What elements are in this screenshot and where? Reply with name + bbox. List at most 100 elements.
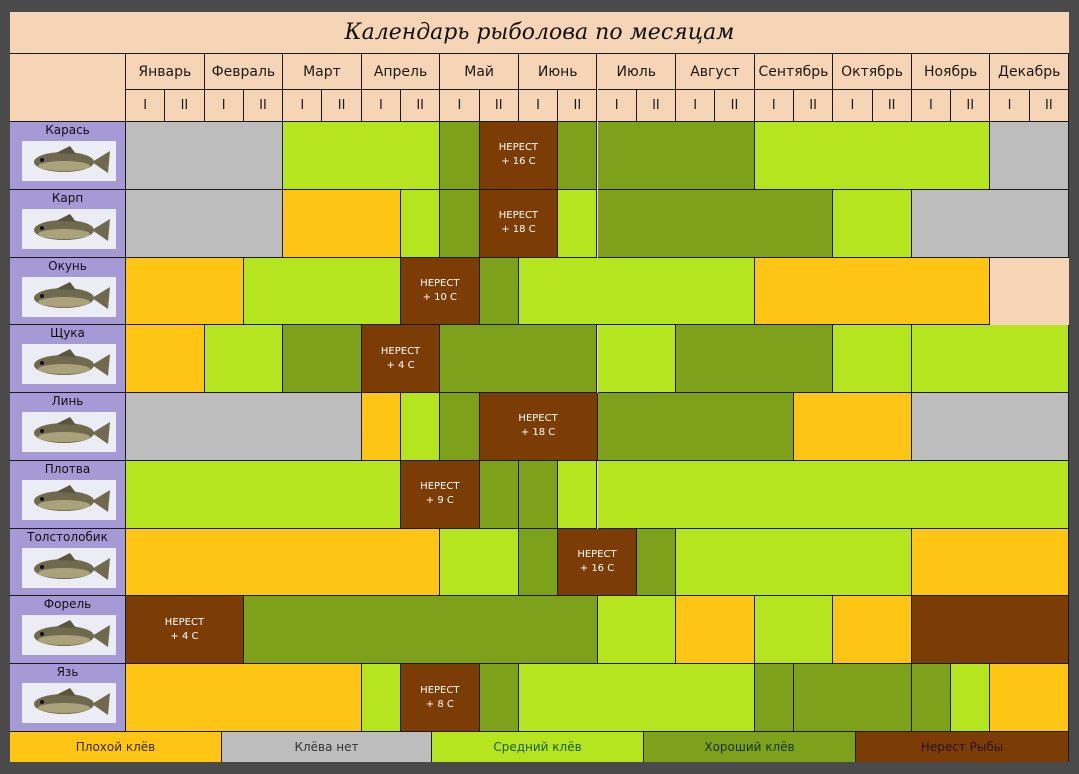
fish-name: Плотва [44,461,91,476]
spawn-temperature: + 18 С [520,427,556,439]
half-header: II [793,90,834,122]
bite-cell-bad [833,596,912,665]
spawn-cell: НЕРЕСТ + 4 С [361,325,441,394]
bite-cell-bad [754,257,991,326]
bite-cell-medium [401,189,441,258]
spawn-cell: НЕРЕСТ + 8 С [401,664,480,732]
spawn-label: НЕРЕСТ [420,277,460,289]
spawn-temperature: + 18 С [501,224,536,236]
bite-cell-good [440,122,480,190]
fish-icon [22,208,116,249]
half-header: I [990,90,1030,122]
bite-cell-bad [676,596,755,665]
month-header: Апрель [361,54,441,90]
spawn-label: НЕРЕСТ [420,684,460,696]
spawn-cell: НЕРЕСТ + 16 С [558,528,637,597]
spawn-label: НЕРЕСТ [498,142,539,154]
bite-cell-good [793,664,912,732]
fish-cell: Форель [10,596,126,665]
bite-cell-bad [126,257,244,326]
spawn-cell: НЕРЕСТ + 4 С [126,596,244,665]
legend-item-good: Хороший клёв [644,732,856,762]
bite-cell-good [518,460,559,529]
half-header: II [558,90,598,122]
bite-cell-bad [126,664,362,732]
bite-cell-medium [911,325,1069,394]
half-header: II [479,90,519,122]
spawn-temperature: + 10 С [422,291,458,303]
fish-name: Язь [56,665,79,680]
half-header: II [401,90,441,122]
bite-cell-medium [518,257,755,326]
bite-cell-good [597,393,794,461]
spawn-label: НЕРЕСТ [164,616,205,628]
half-header: II [715,90,755,122]
corner-cell [10,54,126,122]
spawn-cell [911,596,1069,665]
bite-cell-none [911,393,1069,461]
spawn-temperature: + 9 С [425,495,454,507]
month-header: Март [283,54,362,90]
half-header: II [165,90,205,122]
bite-cell-bad [990,664,1069,732]
half-header: II [951,90,991,122]
half-header: II [1029,90,1069,122]
bite-cell-medium [754,122,991,190]
month-header: Ноябрь [911,54,991,90]
half-header: II [322,90,362,122]
bite-cell-medium [401,393,441,461]
bite-cell-good [636,528,677,597]
bite-cell-medium [597,596,677,665]
half-header: I [676,90,716,122]
month-header: Август [676,54,755,90]
legend-item-bad: Плохой клёв [10,732,222,762]
bite-cell-medium [558,189,598,258]
month-header: Июль [597,54,677,90]
bite-cell-good [243,596,598,665]
fish-icon [22,547,116,588]
half-header: II [872,90,912,122]
bite-cell-none [126,393,362,461]
half-header: I [833,90,873,122]
half-header: I [754,90,794,122]
fish-cell: Плотва [10,460,126,529]
spawn-cell: НЕРЕСТ + 9 С [401,460,480,529]
fish-icon [22,141,116,181]
bite-cell-medium [361,664,402,732]
bite-cell-good [676,325,834,394]
bite-cell-none [126,189,284,258]
bite-cell-none [911,189,1069,258]
half-header: I [597,90,637,122]
bite-cell-medium [597,460,1069,529]
half-header: I [283,90,323,122]
bite-cell-medium [833,325,912,394]
half-header: I [911,90,952,122]
spawn-label: НЕРЕСТ [577,549,617,561]
calendar-table: Календарь рыболова по месяцам Январь Февр… [10,12,1069,762]
fish-name: Толстолобик [27,529,108,544]
fish-cell: Щука [10,325,126,394]
month-header: Май [440,54,519,90]
bite-cell-none [126,122,284,190]
bite-cell-good [440,325,598,394]
bite-cell-medium [558,460,598,529]
bite-cell-good [440,189,480,258]
fish-cell: Карп [10,189,126,258]
fish-cell: Карась [10,122,126,190]
fish-name: Форель [43,597,92,612]
legend-item-none: Клёва нет [222,732,432,762]
half-header: I [204,90,244,122]
fish-name: Карась [45,123,90,137]
fish-icon [22,276,116,317]
fish-icon [22,344,116,385]
spawn-cell: НЕРЕСТ + 16 С [479,122,559,190]
spawn-cell: НЕРЕСТ + 18 С [479,189,559,258]
bite-cell-good [597,122,755,190]
bite-cell-good [597,189,834,258]
bite-cell-medium [204,325,284,394]
month-header: Октябрь [833,54,912,90]
fish-cell: Линь [10,393,126,461]
bite-cell-medium [283,122,441,190]
spawn-temperature: + 8 С [425,698,454,710]
fish-cell: Окунь [10,257,126,326]
